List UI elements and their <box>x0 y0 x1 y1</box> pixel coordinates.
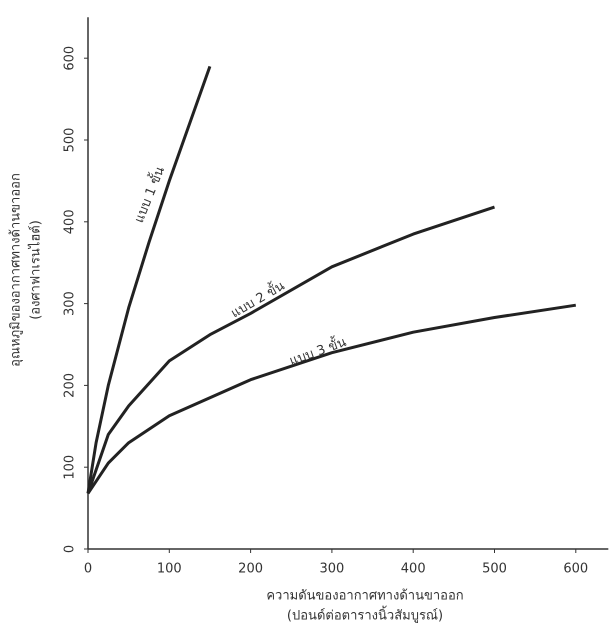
series-label: แบบ 1 ขั้น <box>129 164 168 226</box>
y-axis-label: อุณหภูมิของอากาศทางด้านขาออก <box>9 173 24 367</box>
series-line <box>88 207 495 493</box>
y-tick-label: 200 <box>63 373 78 398</box>
series-label: แบบ 3 ขั้น <box>287 332 349 369</box>
y-tick-label: 100 <box>63 455 78 480</box>
series-line <box>88 305 576 493</box>
y-tick-label: 300 <box>63 291 78 316</box>
y-tick-label: 400 <box>63 209 78 234</box>
x-axis-label: ความดันของอากาศทางด้านขาออก <box>266 589 463 604</box>
y-tick-label: 0 <box>63 545 78 553</box>
y-axis-label: (องศาฟาเรนไฮต์) <box>28 220 44 320</box>
x-tick-label: 300 <box>319 562 344 577</box>
x-tick-label: 400 <box>401 562 426 577</box>
x-tick-label: 0 <box>84 562 92 577</box>
x-tick-label: 100 <box>157 562 182 577</box>
y-tick-label: 500 <box>63 128 78 153</box>
x-axis-label: (ปอนด์ต่อตารางนิ้วสัมบูรณ์) <box>287 606 443 624</box>
y-tick-label: 600 <box>63 46 78 71</box>
x-tick-label: 500 <box>482 562 507 577</box>
x-tick-label: 600 <box>563 562 588 577</box>
x-tick-label: 200 <box>238 562 263 577</box>
chart: 0 100 200 300 400 500 600 0 100 200 300 400 500 600 คว… <box>0 0 614 634</box>
